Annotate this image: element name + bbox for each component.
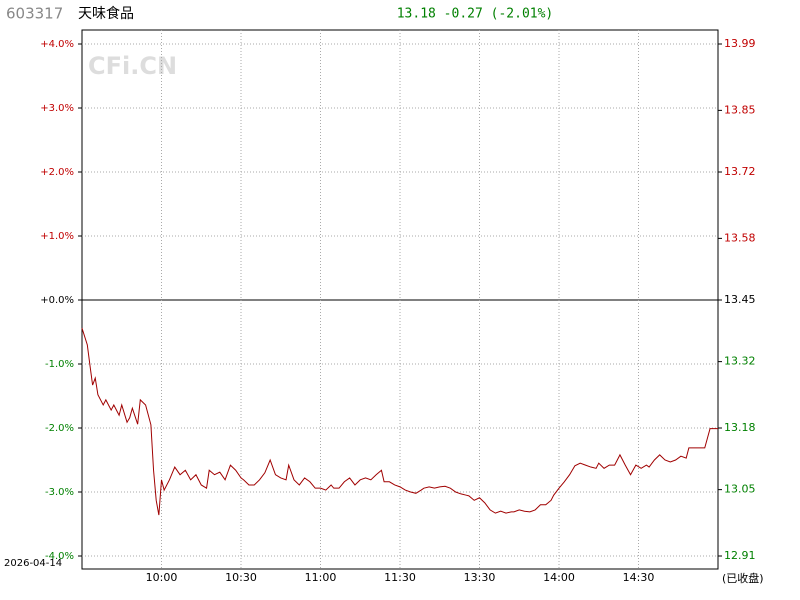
x-tick-label: 14:00 — [543, 571, 575, 584]
y-tick-label: -3.0% — [45, 487, 74, 498]
stock-name: 天味食品 — [78, 5, 134, 22]
x-tick-label: 13:30 — [464, 571, 496, 584]
x-tick-label: 10:00 — [146, 571, 178, 584]
x-tick-label: 11:00 — [305, 571, 337, 584]
stock-code: 603317 — [6, 5, 63, 23]
x-tick-label: 14:30 — [623, 571, 655, 584]
y2-tick-label: 13.72 — [724, 165, 756, 178]
x-tick-label: 11:30 — [384, 571, 416, 584]
y-tick-label: -2.0% — [45, 423, 74, 434]
y-tick-label: -4.0% — [45, 551, 74, 562]
y-tick-label: +3.0% — [40, 103, 74, 114]
y2-tick-label: 12.91 — [724, 549, 756, 562]
y2-tick-label: 13.45 — [724, 293, 756, 306]
y-tick-label: +4.0% — [40, 39, 74, 50]
x-tick-label: 10:30 — [225, 571, 257, 584]
y2-tick-label: 13.58 — [724, 231, 756, 244]
y-tick-label: +0.0% — [40, 295, 74, 306]
watermark: CFi.CN — [88, 52, 177, 80]
y2-tick-label: 13.18 — [724, 421, 756, 434]
y-tick-label: +1.0% — [40, 231, 74, 242]
quote: 13.18 -0.27 (-2.01%) — [397, 7, 554, 22]
price-line — [81, 328, 718, 516]
y2-tick-label: 13.85 — [724, 103, 756, 116]
y-tick-label: +2.0% — [40, 167, 74, 178]
y2-tick-label: 13.05 — [724, 483, 756, 496]
y2-tick-label: 13.99 — [724, 37, 756, 50]
y2-tick-label: 13.32 — [724, 355, 756, 368]
y-tick-label: -1.0% — [45, 359, 74, 370]
status: (已收盘) — [722, 571, 764, 585]
date: 2026-04-14 — [4, 558, 62, 569]
